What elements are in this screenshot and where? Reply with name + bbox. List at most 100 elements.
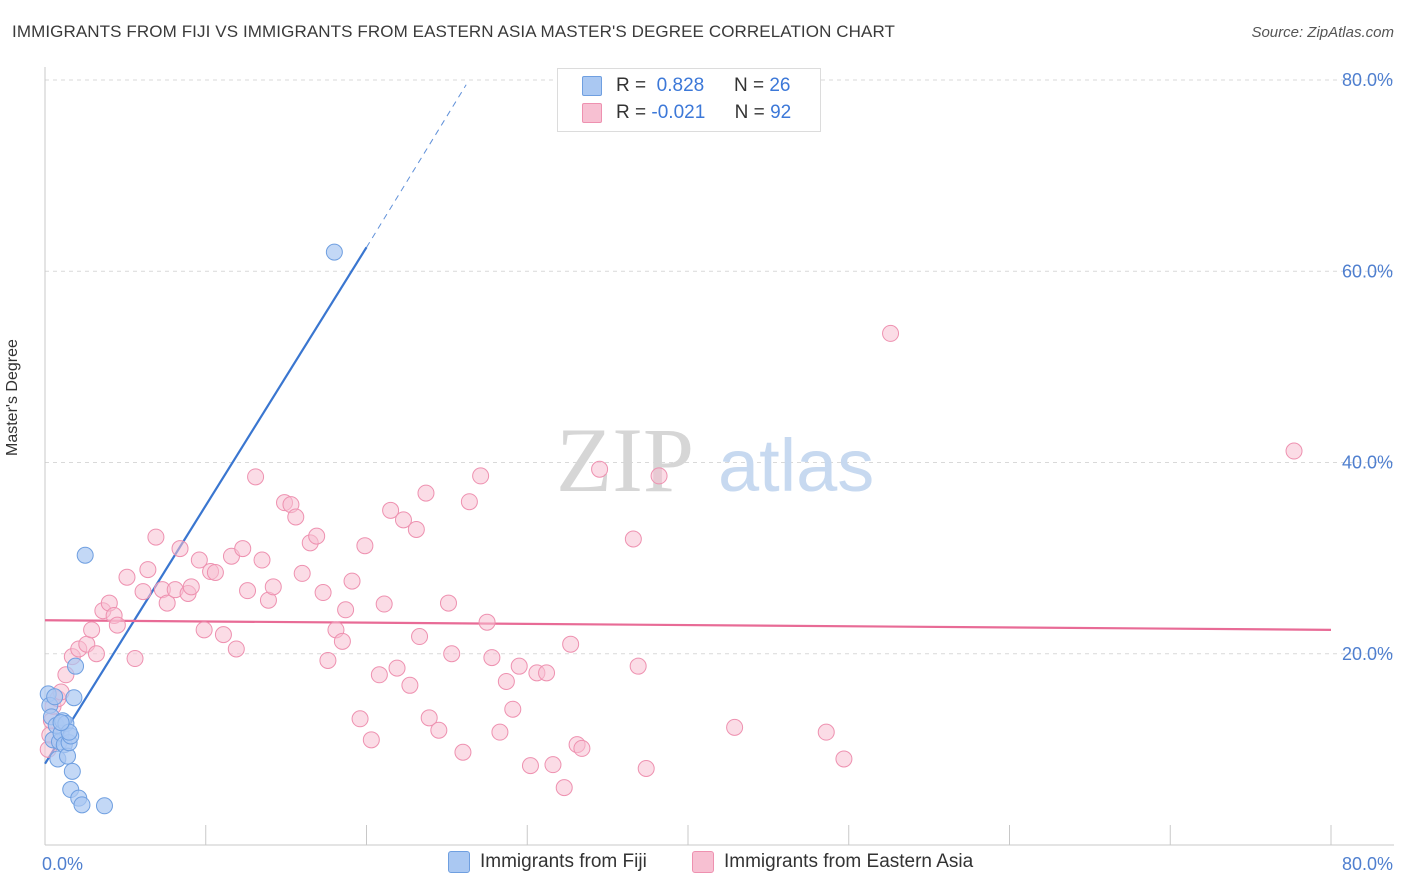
asia-point xyxy=(227,640,245,658)
asia-point xyxy=(147,528,165,546)
asia-point xyxy=(158,594,176,612)
fiji-point xyxy=(95,797,113,815)
asia-point xyxy=(239,582,257,600)
asia-legend-label: Immigrants from Eastern Asia xyxy=(724,851,974,872)
asia-point xyxy=(817,723,835,741)
fiji-point xyxy=(76,546,94,564)
asia-point xyxy=(182,578,200,596)
asia-point xyxy=(407,520,425,538)
fiji-n-label: N = xyxy=(733,75,765,96)
series-legend: Immigrants from Fiji Immigrants from Eas… xyxy=(0,851,1406,877)
asia-point xyxy=(1285,442,1303,460)
fiji-legend-label: Immigrants from Fiji xyxy=(480,851,647,872)
fiji-point xyxy=(325,243,343,261)
y-axis-label: Master's Degree xyxy=(4,339,21,456)
asia-point xyxy=(319,651,337,669)
asia-point xyxy=(83,621,101,639)
fiji-n-value: 26 xyxy=(769,75,791,96)
asia-point xyxy=(491,723,509,741)
asia-point xyxy=(206,563,224,581)
asia-point xyxy=(370,666,388,684)
asia-point xyxy=(882,324,900,342)
asia-point xyxy=(483,649,501,667)
asia-point xyxy=(253,551,271,569)
fiji-point xyxy=(63,762,81,780)
asia-point xyxy=(401,676,419,694)
source-label: Source: ZipAtlas.com xyxy=(1251,24,1394,41)
asia-point xyxy=(388,659,406,677)
asia-point xyxy=(190,551,208,569)
asia-point xyxy=(234,540,252,558)
asia-point xyxy=(478,613,496,631)
legend-item-asia[interactable]: Immigrants from Eastern Asia xyxy=(692,851,973,873)
asia-point xyxy=(343,572,361,590)
asia-point xyxy=(411,628,429,646)
fiji-trend-extension xyxy=(366,84,467,248)
asia-point xyxy=(538,664,556,682)
asia-point xyxy=(562,635,580,653)
asia-point xyxy=(287,508,305,526)
asia-point xyxy=(573,739,591,757)
asia-point xyxy=(497,672,515,690)
asia-point xyxy=(356,537,374,555)
asia-point xyxy=(629,657,647,675)
y-tick-label: 40.0% xyxy=(1342,453,1393,473)
asia-r-value: -0.021 xyxy=(651,102,706,123)
asia-point xyxy=(247,468,265,486)
fiji-r-label: R = xyxy=(616,75,647,96)
fiji-swatch xyxy=(582,76,602,96)
grid xyxy=(45,79,1394,655)
asia-point xyxy=(375,595,393,613)
y-tick-label: 60.0% xyxy=(1342,261,1393,281)
asia-point xyxy=(264,578,282,596)
asia-point xyxy=(351,710,369,728)
asia-point xyxy=(504,700,522,718)
asia-point xyxy=(118,568,136,586)
asia-point xyxy=(637,760,655,777)
asia-point xyxy=(171,540,189,558)
asia-point xyxy=(650,467,668,485)
watermark-zip: ZIP xyxy=(556,409,694,511)
asia-point xyxy=(87,645,105,663)
asia-r-label: R = xyxy=(616,102,647,123)
asia-point xyxy=(510,657,528,675)
asia-point xyxy=(108,616,126,634)
asia-point xyxy=(362,731,380,749)
asia-point xyxy=(624,530,642,548)
fiji-point xyxy=(46,688,64,706)
asia-point xyxy=(521,757,539,775)
x-tick-label-min: 0.0% xyxy=(42,854,83,874)
y-tick-label: 80.0% xyxy=(1342,70,1393,90)
asia-n-label: N = xyxy=(734,102,765,123)
asia-point xyxy=(308,527,326,545)
asia-point xyxy=(591,460,609,478)
asia-point xyxy=(314,584,332,602)
fiji-point xyxy=(65,689,83,707)
asia-point xyxy=(333,632,351,650)
asia-trend-line xyxy=(44,619,1332,631)
asia-point xyxy=(454,743,472,761)
asia-point xyxy=(337,601,355,619)
asia-point xyxy=(439,594,457,612)
asia-point xyxy=(420,709,438,727)
asia-point xyxy=(134,583,152,601)
fiji-trend-line xyxy=(44,246,368,765)
asia-point xyxy=(394,511,412,529)
asia-point xyxy=(835,750,853,768)
asia-point xyxy=(472,467,490,485)
asia-point xyxy=(293,564,311,582)
fiji-legend-swatch xyxy=(448,851,470,873)
fiji-point xyxy=(73,796,91,814)
asia-point xyxy=(417,484,435,502)
asia-point xyxy=(430,721,448,739)
asia-point xyxy=(126,650,144,668)
legend-item-fiji[interactable]: Immigrants from Fiji xyxy=(448,851,647,873)
y-tick-label: 20.0% xyxy=(1342,644,1393,664)
asia-point xyxy=(460,493,478,511)
fiji-point xyxy=(52,714,70,732)
x-tick-label-max: 80.0% xyxy=(1342,854,1393,874)
asia-point xyxy=(555,779,573,797)
chart-title: IMMIGRANTS FROM FIJI VS IMMIGRANTS FROM … xyxy=(12,22,896,41)
asia-n-value: 92 xyxy=(770,102,792,123)
